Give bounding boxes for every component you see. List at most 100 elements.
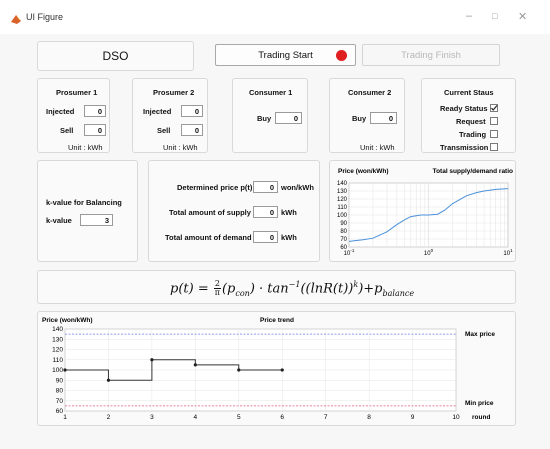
status-request-checkbox[interactable] — [490, 117, 498, 125]
ratio-chart-ylabel: Price (won/kWh) — [338, 168, 389, 175]
close-button[interactable]: ✕ — [518, 11, 528, 23]
trend-chart-ylabel: Price (won/kWh) — [42, 317, 93, 324]
trend-chart-ytick-label: 140 — [52, 326, 63, 333]
status-trading-checkbox[interactable] — [490, 130, 498, 138]
status-ready-label: Ready Status — [440, 104, 488, 113]
ratio-chart-title: Total supply/demand ratio — [433, 168, 513, 175]
minimize-button[interactable]: – — [466, 10, 473, 22]
trading-finish-button[interactable]: Trading Finish — [362, 44, 500, 66]
trend-chart-ytick-label: 60 — [56, 408, 64, 415]
dso-panel: DSO — [37, 41, 194, 71]
price-unit: won/kWh — [281, 183, 314, 192]
k-value-field[interactable]: 3 — [80, 214, 113, 226]
ratio-chart-ytick-label: 130 — [337, 189, 348, 195]
price-trend-panel: Price (won/kWh) Price trend 60 70 80 90 100 110… — [37, 311, 516, 426]
balancing-title: k-value for Balancing — [46, 198, 122, 207]
prosumer2-title: Prosumer 2 — [153, 88, 195, 97]
status-title: Current Staus — [444, 88, 494, 97]
prosumer2-sell-field[interactable]: 0 — [181, 124, 203, 136]
trend-chart-xtick-label: 7 — [324, 414, 328, 421]
trend-chart-xtick-label: 10 — [452, 414, 460, 421]
status-ready-checkbox[interactable] — [490, 104, 498, 112]
prosumer2-panel: Prosumer 2 Injected 0 Sell 0 Unit : kWh — [132, 78, 208, 153]
price-trend-chart[interactable]: Price (won/kWh) Price trend60708090100110… — [38, 312, 517, 427]
ratio-chart-ytick-label: 80 — [340, 229, 347, 235]
formula-panel: p(t) = 2 π (pcon) · tan−1((lnR(t))k)+pbala… — [37, 270, 516, 304]
window-titlebar: UI Figure – □ ✕ — [0, 0, 550, 34]
prosumer1-injected-field[interactable]: 0 — [84, 105, 106, 117]
consumer1-panel: Consumer 1 Buy 0 — [232, 78, 308, 153]
checkmark-icon — [491, 105, 498, 111]
k-value-label: k-value — [46, 216, 72, 225]
trading-start-button[interactable]: Trading Start — [215, 44, 356, 66]
trend-chart-ytick-label: 90 — [56, 377, 64, 384]
status-trading-label: Trading — [459, 130, 487, 139]
prosumer1-panel: Prosumer 1 Injected 0 Sell 0 Unit : kWh — [37, 78, 110, 153]
status-transmission-checkbox[interactable] — [490, 143, 498, 151]
status-request-label: Request — [456, 117, 486, 126]
trend-chart-point — [237, 368, 241, 372]
price-field[interactable]: 0 — [253, 181, 278, 193]
trading-finish-label: Trading Finish — [401, 49, 461, 61]
consumer2-buy-field[interactable]: 0 — [370, 112, 397, 124]
trend-chart-ytick-label: 80 — [56, 388, 64, 395]
demand-field[interactable]: 0 — [253, 231, 278, 243]
formula-rest: ) · tan — [249, 281, 289, 297]
trend-chart-xtick-label: 8 — [367, 414, 371, 421]
prosumer1-unit-label: Unit : kWh — [68, 143, 103, 152]
prosumer2-sell-label: Sell — [157, 126, 171, 135]
formula-sup-k: k — [353, 280, 359, 289]
prosumer1-sell-field[interactable]: 0 — [84, 124, 106, 136]
trend-chart-xtick-label: 5 — [237, 414, 241, 421]
prosumer1-title: Prosumer 1 — [56, 88, 98, 97]
dso-label: DSO — [102, 49, 129, 63]
trend-chart-series-line — [65, 359, 283, 381]
supply-unit: kWh — [281, 208, 297, 217]
formula-rest2: ((lnR(t)) — [300, 281, 354, 297]
ratio-chart-xtick-label: 10-1 — [344, 248, 355, 257]
trend-chart-title: Price trend — [260, 317, 294, 324]
trend-chart-point — [106, 378, 111, 382]
status-transmission-label: Transmission — [440, 143, 489, 152]
supply-label: Total amount of supply — [169, 208, 251, 217]
trend-chart-ytick-label: 110 — [53, 357, 64, 364]
ratio-chart-panel: Price (won/kWh) Total supply/demand ratio… — [329, 160, 516, 262]
supply-field[interactable]: 0 — [253, 206, 278, 218]
demand-label: Total amount of demand — [165, 233, 252, 242]
demand-unit: kWh — [281, 233, 297, 242]
results-panel: Determined price p(t) 0 won/kWh Total am… — [148, 160, 320, 262]
trend-chart-min-price-label: Min price — [465, 400, 494, 407]
prosumer2-unit-label: Unit : kWh — [163, 143, 198, 152]
consumer2-panel: Consumer 2 Buy 0 Unit : kWh — [329, 78, 405, 153]
price-formula: p(t) = 2 π (pcon) · tan−1((lnR(t))k)+pbala… — [170, 280, 414, 298]
status-lamp-icon — [336, 50, 347, 61]
trend-chart-max-price-label: Max price — [465, 331, 495, 338]
consumer1-buy-field[interactable]: 0 — [275, 112, 302, 124]
formula-lhs: p(t) = — [170, 281, 213, 297]
ratio-chart-ytick-label: 120 — [337, 197, 348, 203]
ratio-chart-series-line — [348, 188, 509, 242]
formula-sup: −1 — [288, 280, 301, 289]
consumer1-title: Consumer 1 — [249, 88, 293, 97]
balancing-panel: k-value for Balancing k-value 3 — [37, 160, 138, 262]
trend-chart-point — [280, 368, 284, 372]
trend-chart-xtick-label: 2 — [107, 414, 111, 421]
maximize-button[interactable]: □ — [492, 11, 498, 21]
consumer2-unit-label: Unit : kWh — [360, 143, 395, 152]
trend-chart-ytick-label: 130 — [52, 336, 63, 343]
trend-chart-xtick-label: 1 — [63, 414, 67, 421]
formula-body: (p — [221, 281, 236, 297]
ratio-chart-ytick-label: 90 — [340, 221, 347, 227]
ratio-chart[interactable]: Price (won/kWh) Total supply/demand ratio… — [330, 161, 517, 263]
trend-chart-point — [150, 358, 154, 362]
trend-chart-ytick-label: 100 — [52, 367, 63, 374]
consumer1-buy-label: Buy — [257, 114, 272, 123]
price-label: Determined price p(t) — [177, 183, 253, 192]
prosumer1-sell-label: Sell — [60, 126, 74, 135]
trend-chart-ytick-label: 70 — [56, 398, 64, 405]
ratio-chart-xtick-label: 100 — [424, 248, 434, 257]
formula-sub-con: con — [235, 288, 250, 298]
prosumer2-injected-field[interactable]: 0 — [181, 105, 203, 117]
ratio-chart-ytick-label: 110 — [337, 205, 347, 211]
